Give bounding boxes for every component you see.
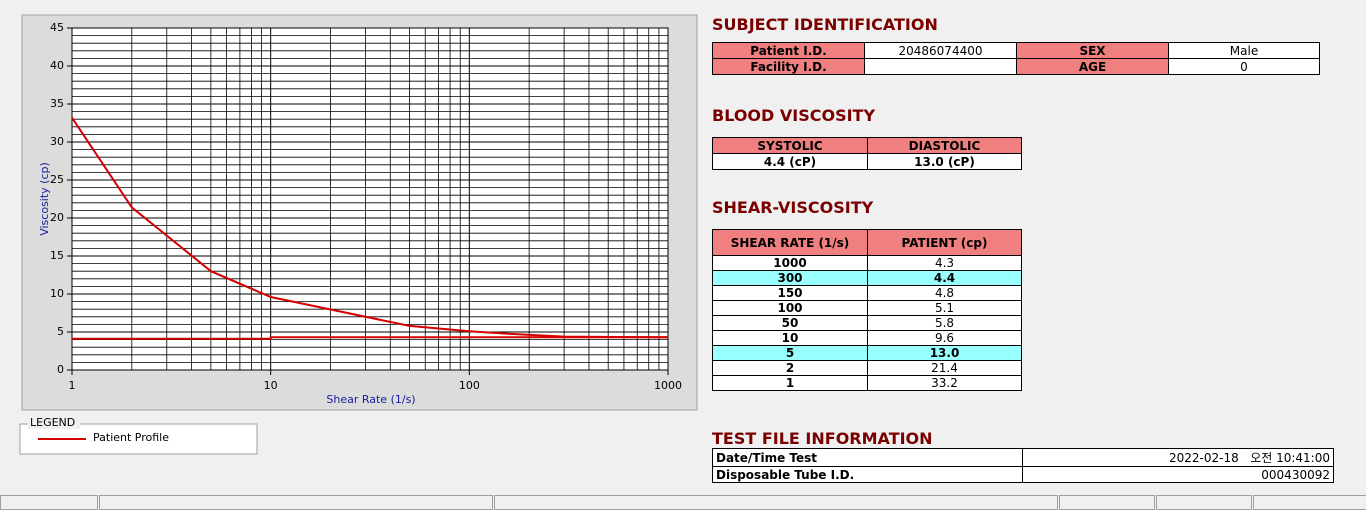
test-file-table: Date/Time Test 2022-02-18 오전 10:41:00 Di…	[712, 448, 1334, 483]
cell: Disposable Tube I.D.	[712, 466, 1023, 483]
cell: Facility I.D.	[712, 58, 865, 75]
cell: 10	[712, 330, 868, 346]
cell: 0	[1168, 58, 1320, 75]
y-tick-label: 20	[50, 211, 64, 224]
section-title: BLOOD VISCOSITY	[712, 106, 876, 125]
cell: 9.6	[867, 330, 1022, 346]
subject-table: Patient I.D. 20486074400 SEX Male Facili…	[712, 42, 1320, 75]
time: 오전 10:41:00	[1250, 451, 1330, 465]
section-title: SHEAR-VISCOSITY	[712, 198, 874, 217]
cell: 4.8	[867, 285, 1022, 301]
shear-row: 1000 4.3	[712, 255, 1022, 271]
y-axis-label: Viscosity (cp)	[38, 162, 51, 236]
cell: AGE	[1016, 58, 1169, 75]
plot-frame	[71, 27, 669, 371]
cell: Patient I.D.	[712, 42, 865, 59]
section-title: TEST FILE INFORMATION	[712, 429, 933, 448]
shear-table: SHEAR RATE (1/s) PATIENT (cp) 1000 4.3 300…	[712, 229, 1022, 391]
cell: 13.0 (cP)	[867, 153, 1022, 170]
cell: 000430092	[1022, 466, 1334, 483]
legend-label: Patient Profile	[93, 431, 169, 444]
x-tick-label: 10	[264, 379, 278, 392]
section-title: SUBJECT IDENTIFICATION	[712, 15, 938, 34]
shear-row: 100 5.1	[712, 300, 1022, 316]
cell: 13.0	[867, 345, 1022, 361]
cell: 5.1	[867, 300, 1022, 316]
data-line	[71, 117, 669, 339]
x-axis-label: Shear Rate (1/s)	[326, 393, 415, 406]
cell: PATIENT (cp)	[867, 229, 1022, 256]
cell: 1000	[712, 255, 868, 271]
cell: 4.4	[867, 270, 1022, 286]
cell: SHEAR RATE (1/s)	[712, 229, 868, 256]
y-tick-label: 45	[50, 21, 64, 34]
shear-row: 300 4.4	[712, 270, 1022, 286]
legend-title-bg	[28, 417, 80, 429]
cell: 4.3	[867, 255, 1022, 271]
shear-row: 50 5.8	[712, 315, 1022, 331]
y-tick-label: 10	[50, 287, 64, 300]
y-tick-label: 30	[50, 135, 64, 148]
cell: 2022-02-18 오전 10:41:00	[1022, 448, 1334, 467]
date: 2022-02-18	[1169, 451, 1239, 465]
y-tick-label: 40	[50, 59, 64, 72]
y-tick-label: 35	[50, 97, 64, 110]
x-tick-label: 1000	[654, 379, 682, 392]
shear-row: 5 13.0	[712, 345, 1022, 361]
cell	[864, 58, 1017, 75]
cell: 4.4 (cP)	[712, 153, 868, 170]
cell: 150	[712, 285, 868, 301]
x-tick-label: 1	[69, 379, 76, 392]
y-tick-label: 25	[50, 173, 64, 186]
cell: DIASTOLIC	[867, 137, 1022, 154]
cell: 5.8	[867, 315, 1022, 331]
y-tick-label: 15	[50, 249, 64, 262]
cell: 21.4	[867, 360, 1022, 376]
cell: 300	[712, 270, 868, 286]
cell: Date/Time Test	[712, 448, 1023, 467]
legend-title: LEGEND	[30, 416, 75, 429]
y-tick-label: 0	[57, 363, 64, 376]
cell: 50	[712, 315, 868, 331]
cell: SYSTOLIC	[712, 137, 868, 154]
cell: 100	[712, 300, 868, 316]
plot-area	[72, 28, 668, 370]
cell: SEX	[1016, 42, 1169, 59]
shear-row: 10 9.6	[712, 330, 1022, 346]
shear-row: 2 21.4	[712, 360, 1022, 376]
cell: 5	[712, 345, 868, 361]
data-line	[72, 336, 668, 340]
cell: 20486074400	[864, 42, 1017, 59]
shear-row: 1 33.2	[712, 375, 1022, 391]
y-tick-label: 5	[57, 325, 64, 338]
shear-row: 150 4.8	[712, 285, 1022, 301]
blood-table: SYSTOLIC DIASTOLIC 4.4 (cP) 13.0 (cP)	[712, 137, 1022, 170]
cell: 1	[712, 375, 868, 391]
cell: 33.2	[867, 375, 1022, 391]
cell: 2	[712, 360, 868, 376]
x-tick-label: 100	[459, 379, 480, 392]
cell: Male	[1168, 42, 1320, 59]
